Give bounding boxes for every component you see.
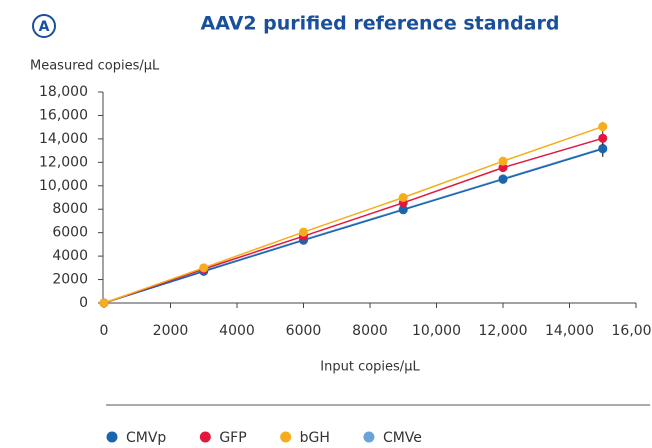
data-point <box>598 133 608 143</box>
x-tick-label: 0 <box>100 323 109 339</box>
chart-title: AAV2 purified reference standard <box>201 13 560 35</box>
y-tick-label: 2000 <box>52 272 88 288</box>
data-point <box>498 174 508 184</box>
x-tick-label: 4000 <box>219 323 255 339</box>
data-point <box>199 263 209 273</box>
x-axis-label: Input copies/µL <box>320 360 420 375</box>
y-tick-label: 4000 <box>52 248 88 264</box>
legend-label: GFP <box>219 430 246 446</box>
data-point <box>299 227 308 237</box>
legend-marker <box>363 431 375 443</box>
y-tick-label: 0 <box>79 295 88 311</box>
x-tick-label: 14,000 <box>545 323 594 339</box>
legend-label: CMVe <box>383 430 422 446</box>
legend-marker <box>280 431 292 443</box>
series-line <box>103 125 603 304</box>
y-tick-label: 12,000 <box>39 154 88 170</box>
x-tick-label: 16,000 <box>612 323 652 339</box>
data-point <box>498 156 508 166</box>
x-tick-label: 12,000 <box>479 323 528 339</box>
x-tick-label: 6000 <box>286 323 322 339</box>
y-tick-label: 6000 <box>52 225 88 241</box>
series-line <box>103 148 603 304</box>
x-tick-label: 10,000 <box>412 323 461 339</box>
data-point <box>598 144 608 154</box>
data-point <box>398 193 408 202</box>
legend-label: CMVp <box>126 430 166 446</box>
x-tick-label: 2000 <box>153 323 189 339</box>
x-tick-label: 8000 <box>352 323 388 339</box>
y-tick-label: 8000 <box>52 201 88 217</box>
y-tick-label: 16,000 <box>39 107 88 123</box>
data-point <box>398 205 408 215</box>
panel-label: A <box>39 19 50 35</box>
y-tick-label: 18,000 <box>39 84 88 100</box>
data-point <box>598 122 608 132</box>
legend-marker <box>199 431 211 443</box>
y-axis-label: Measured copies/µL <box>30 59 160 74</box>
data-point <box>99 298 109 308</box>
y-tick-label: 10,000 <box>39 178 88 194</box>
series-line <box>103 137 603 304</box>
panel-circle <box>32 14 56 38</box>
legend-marker <box>106 431 118 443</box>
legend-label: bGH <box>300 430 330 446</box>
data-point <box>498 163 508 173</box>
y-tick-label: 14,000 <box>39 131 88 147</box>
